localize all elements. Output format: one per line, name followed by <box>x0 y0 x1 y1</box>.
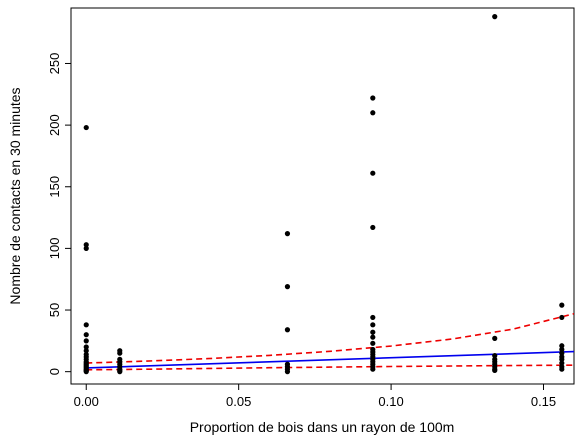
plot-frame <box>70 7 575 385</box>
x-tick-label: 0.15 <box>531 394 556 409</box>
data-point <box>559 360 565 366</box>
data-point <box>559 343 565 349</box>
data-point <box>284 327 291 333</box>
data-point <box>117 369 123 375</box>
data-point <box>284 231 291 237</box>
data-point <box>559 366 565 372</box>
data-point <box>284 284 291 290</box>
data-point <box>117 350 123 356</box>
data-point <box>370 95 376 101</box>
data-point <box>83 332 89 338</box>
data-point <box>492 367 498 374</box>
data-point <box>83 245 89 251</box>
x-tick-label: 0.00 <box>74 394 99 409</box>
data-point <box>370 334 376 340</box>
data-point <box>83 344 89 350</box>
data-point <box>83 242 89 248</box>
data-point <box>492 14 498 20</box>
data-point <box>370 110 376 116</box>
y-tick-label: 100 <box>47 238 62 260</box>
data-point <box>83 322 89 328</box>
data-point <box>492 335 498 341</box>
data-point <box>83 338 89 344</box>
data-point <box>83 369 89 375</box>
y-tick-label: 250 <box>47 53 62 75</box>
confidence-band-line-1 <box>86 312 574 364</box>
y-tick-label: 200 <box>47 114 62 136</box>
confidence-band-line-2 <box>86 364 574 371</box>
data-point <box>370 314 376 321</box>
data-point <box>284 369 291 375</box>
data-point <box>370 366 376 372</box>
data-point <box>559 346 565 353</box>
data-point <box>83 124 89 131</box>
data-point <box>559 350 565 356</box>
x-axis-title: Proportion de bois dans un rayon de 100m <box>190 419 455 435</box>
data-point <box>559 314 565 321</box>
data-point <box>370 329 376 335</box>
y-tick-label: 50 <box>47 303 62 317</box>
data-point <box>370 322 376 328</box>
data-point <box>370 170 376 176</box>
data-point <box>370 224 376 231</box>
x-tick-label: 0.05 <box>226 394 251 409</box>
x-tick-label: 0.10 <box>378 394 403 409</box>
data-point <box>559 302 565 308</box>
data-point <box>559 356 565 362</box>
y-tick-label: 0 <box>47 368 62 375</box>
y-axis-title: Nombre de contacts en 30 minutes <box>7 87 23 304</box>
data-point <box>83 348 89 354</box>
data-point <box>492 353 498 359</box>
y-tick-label: 150 <box>47 176 62 198</box>
data-point <box>370 340 376 346</box>
